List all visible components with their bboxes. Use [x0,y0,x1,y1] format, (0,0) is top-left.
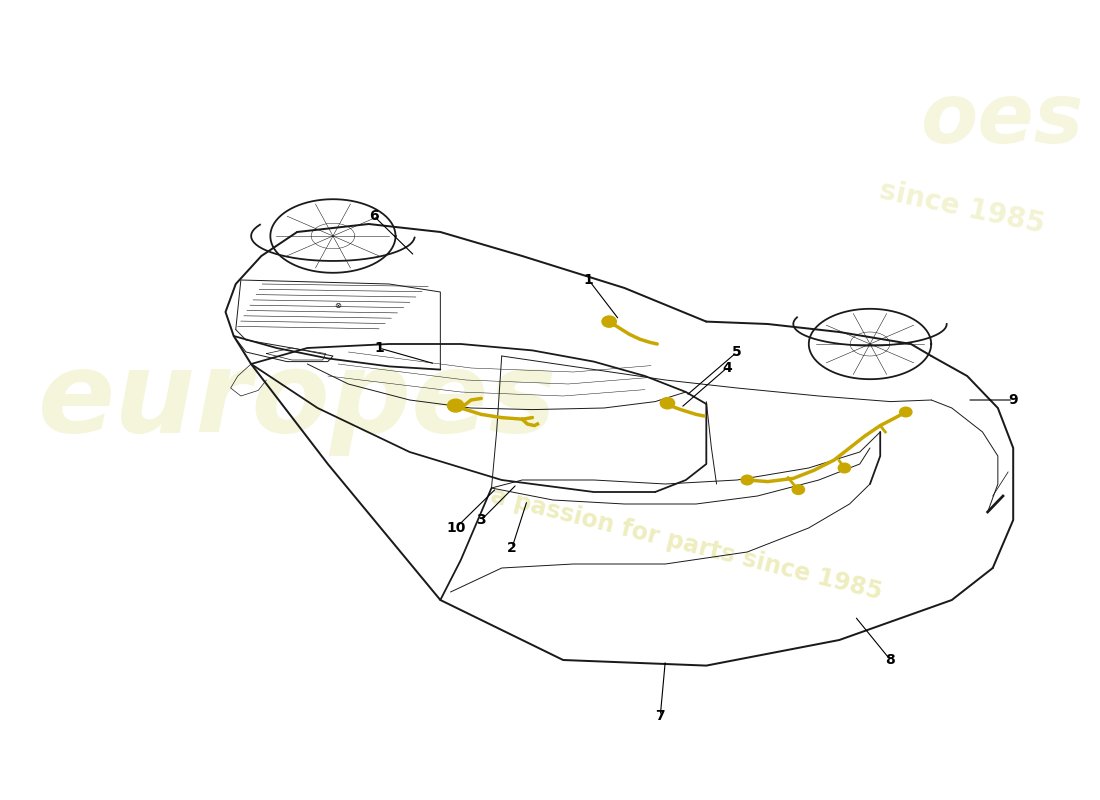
Text: 8: 8 [886,653,895,667]
Circle shape [792,485,804,494]
Text: a passion for parts since 1985: a passion for parts since 1985 [487,484,884,604]
Text: oes: oes [922,79,1085,161]
Text: 2: 2 [507,541,517,555]
Circle shape [900,407,912,417]
Text: 4: 4 [722,361,732,375]
Circle shape [602,316,616,327]
Text: 1: 1 [374,341,384,355]
Text: 1: 1 [584,273,594,287]
Text: 7: 7 [656,709,666,723]
Text: since 1985: since 1985 [877,177,1047,239]
Text: 5: 5 [733,345,741,359]
Circle shape [448,399,464,412]
Text: 3: 3 [476,513,486,527]
Text: 9: 9 [1009,393,1018,407]
Circle shape [660,398,674,409]
Text: europes: europes [37,345,557,455]
Text: 10: 10 [446,521,465,535]
Circle shape [838,463,850,473]
Text: ⊗: ⊗ [334,301,341,310]
Text: 6: 6 [368,209,378,223]
Circle shape [741,475,754,485]
